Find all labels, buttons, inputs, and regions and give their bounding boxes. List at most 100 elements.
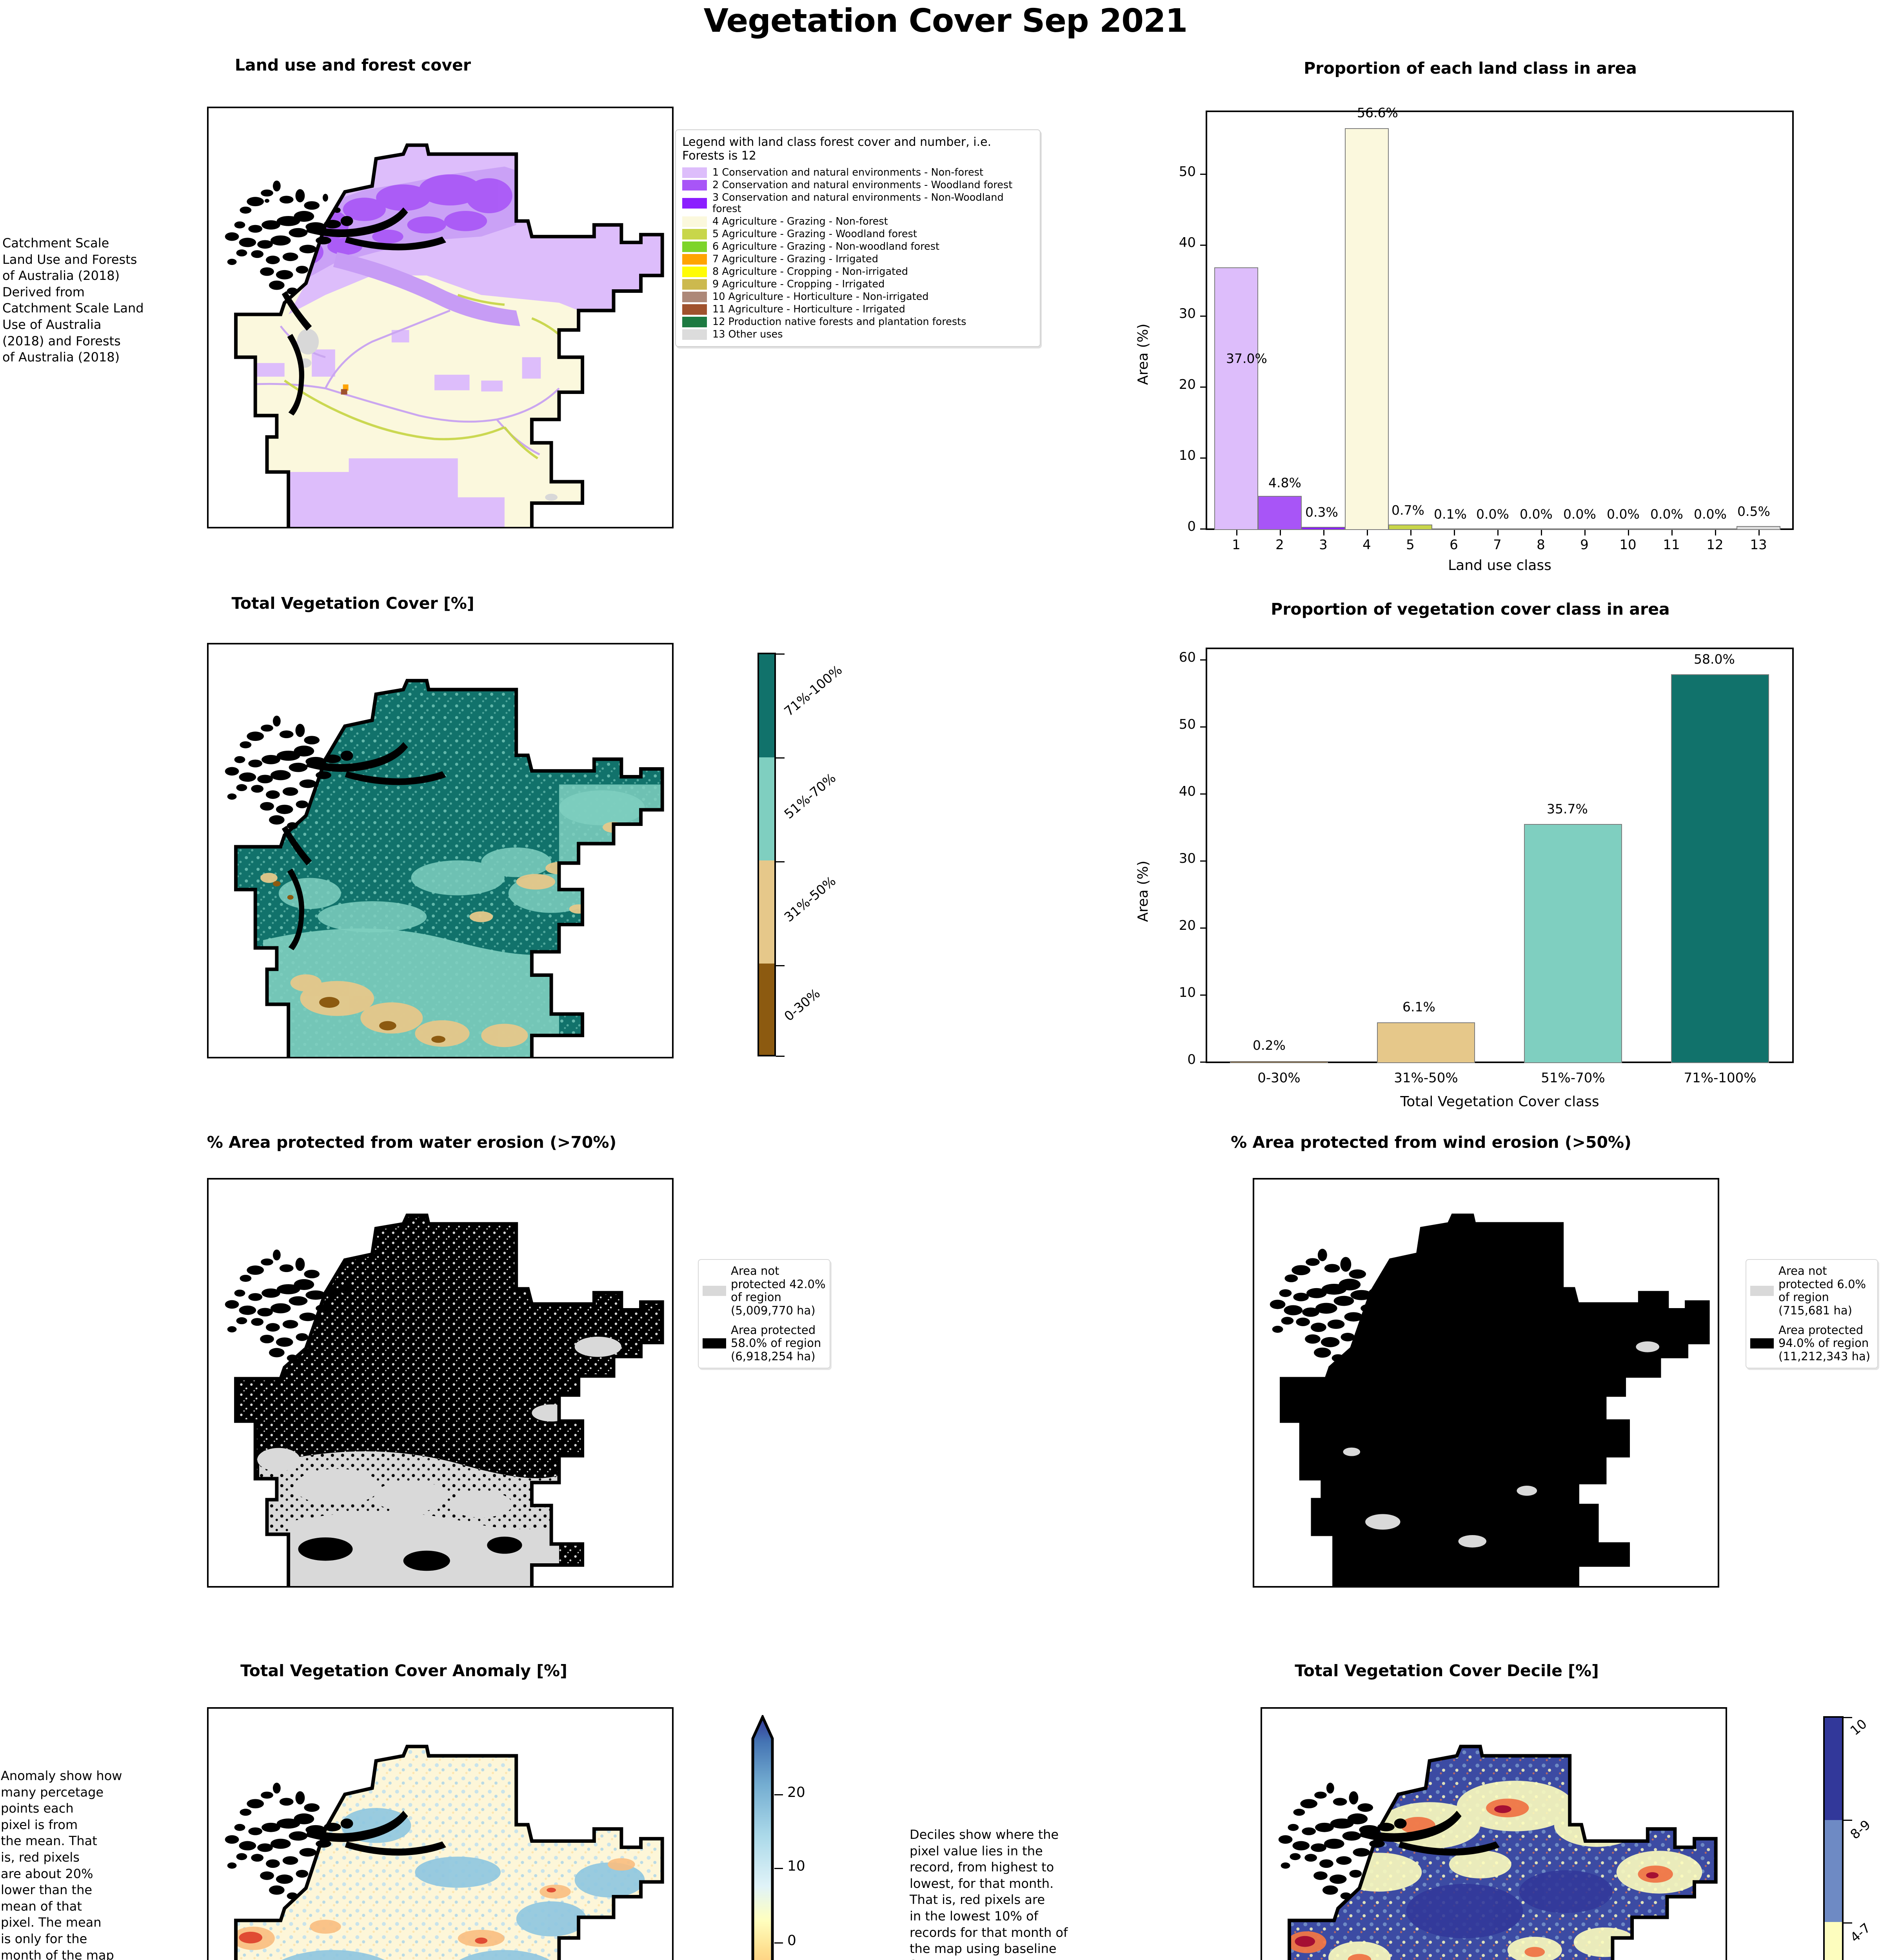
bar-3	[1301, 527, 1345, 530]
y-tick	[1200, 457, 1206, 459]
chart-axes-frame	[1206, 648, 1794, 1063]
land-class-legend: Legend with land class forest cover and …	[675, 129, 1041, 347]
legend-item: 6 Agriculture - Grazing - Non-woodland f…	[682, 241, 1034, 252]
wind-erosion-map-graphic	[1270, 1213, 1710, 1586]
veg-cover-colorbar	[757, 653, 776, 1056]
bar-13	[1737, 526, 1780, 530]
legend-item: 11 Agriculture - Horticulture - Irrigate…	[682, 304, 1034, 315]
x-tick	[1541, 530, 1542, 535]
anomaly-map[interactable]	[207, 1707, 674, 1960]
legend-swatch	[682, 279, 707, 290]
total-veg-panel-title: Total Vegetation Cover [%]	[231, 594, 474, 613]
cbar-segment-31-50	[759, 860, 774, 964]
y-axis-label: Area (%)	[1135, 323, 1151, 385]
legend-swatch	[682, 317, 707, 328]
legend-swatch-not-protected	[703, 1286, 726, 1296]
y-tick	[1200, 995, 1206, 996]
legend-item: Area not protected 6.0% of region (715,6…	[1750, 1264, 1873, 1318]
legend-swatch-protected	[703, 1338, 726, 1348]
cbar-segment-0-30	[759, 964, 774, 1055]
legend-item: 2 Conservation and natural environments …	[682, 179, 1034, 191]
cbar-tick	[776, 861, 785, 862]
anomaly-note: Anomaly show how many percetage points e…	[1, 1768, 122, 1960]
legend-item: 5 Agriculture - Grazing - Woodland fores…	[682, 228, 1034, 240]
x-tick	[1671, 530, 1673, 535]
legend-item: 7 Agriculture - Grazing - Irrigated	[682, 253, 1034, 265]
legend-item: Area protected 58.0% of region (6,918,25…	[703, 1323, 826, 1363]
wind-erosion-map[interactable]	[1253, 1178, 1719, 1588]
anomaly-colorbar-graphic	[751, 1713, 774, 1960]
land-class-chart-title: Proportion of each land class in area	[1304, 59, 1637, 78]
x-tick	[1584, 530, 1586, 535]
bar-5	[1388, 524, 1432, 530]
chart-axes-frame	[1206, 111, 1794, 530]
legend-swatch	[682, 167, 707, 178]
y-tick	[1200, 174, 1206, 175]
decile-colorbar	[1823, 1716, 1844, 1960]
y-tick	[1200, 927, 1206, 929]
x-tick	[1758, 530, 1760, 535]
cbar-segment-51-70	[759, 757, 774, 861]
y-tick	[1200, 860, 1206, 862]
cbar-tick	[776, 653, 785, 655]
cbar-tick	[774, 1942, 783, 1944]
veg-class-bar-chart: 0 10 20 30 40 50 60 Area (%) 0.2% 6.1% 3…	[1135, 648, 1794, 1110]
legend-swatch	[682, 216, 707, 227]
decile-map[interactable]	[1261, 1707, 1727, 1960]
anomaly-colorbar	[751, 1713, 774, 1960]
land-use-map-graphic	[225, 143, 664, 527]
decile-map-graphic	[1278, 1744, 1718, 1960]
cbar-tick	[1844, 1922, 1852, 1924]
cbar-segment-71-100	[759, 654, 774, 758]
decile-panel-title: Total Vegetation Cover Decile [%]	[1295, 1661, 1599, 1680]
legend-swatch	[682, 304, 707, 315]
bar-2	[1258, 496, 1302, 530]
y-axis-label: Area (%)	[1135, 860, 1151, 922]
water-erosion-panel-title: % Area protected from water erosion (>70…	[207, 1133, 617, 1152]
legend-swatch	[682, 198, 707, 209]
x-tick	[1628, 530, 1629, 535]
land-use-panel-title: Land use and forest cover	[234, 56, 471, 74]
legend-item: 1 Conservation and natural environments …	[682, 167, 1034, 178]
land-use-map[interactable]	[207, 107, 674, 528]
bar-0-30	[1230, 1061, 1328, 1063]
x-axis-label: Land use class	[1448, 557, 1551, 573]
source-note: Catchment Scale Land Use and Forests of …	[2, 236, 144, 365]
water-erosion-map[interactable]	[207, 1178, 674, 1588]
legend-item: Area protected 94.0% of region (11,212,3…	[1750, 1323, 1873, 1363]
wind-erosion-panel-title: % Area protected from wind erosion (>50%…	[1231, 1133, 1631, 1152]
legend-swatch	[682, 267, 707, 278]
legend-swatch-protected	[1750, 1338, 1774, 1348]
x-tick	[1323, 530, 1324, 535]
cbar-tick	[776, 965, 785, 966]
legend-item: 4 Agriculture - Grazing - Non-forest	[682, 216, 1034, 227]
cbar-segment-10	[1825, 1718, 1842, 1820]
cbar-tick	[1844, 1820, 1852, 1821]
legend-item: 8 Agriculture - Cropping - Non-irrigated	[682, 266, 1034, 278]
wind-erosion-legend: Area not protected 6.0% of region (715,6…	[1746, 1259, 1878, 1369]
cbar-tick	[776, 757, 785, 759]
bar-31-50	[1377, 1022, 1475, 1063]
total-veg-cover-map[interactable]	[207, 643, 674, 1058]
cbar-tick	[1844, 1717, 1852, 1718]
x-tick	[1497, 530, 1499, 535]
legend-item: 13 Other uses	[682, 329, 1034, 340]
legend-item: 3 Conservation and natural environments …	[682, 192, 1034, 215]
anomaly-panel-title: Total Vegetation Cover Anomaly [%]	[240, 1661, 567, 1680]
land-class-legend-title: Legend with land class forest cover and …	[682, 135, 992, 163]
y-tick	[1200, 528, 1206, 530]
decile-note: Deciles show where the pixel value lies …	[910, 1827, 1068, 1960]
y-tick	[1200, 387, 1206, 388]
legend-swatch	[682, 329, 707, 340]
x-axis-label: Total Vegetation Cover class	[1400, 1094, 1599, 1110]
veg-class-chart-title: Proportion of vegetation cover class in …	[1271, 600, 1670, 619]
y-tick	[1200, 726, 1206, 728]
x-tick	[1715, 530, 1716, 535]
legend-swatch	[682, 180, 707, 191]
y-tick	[1200, 316, 1206, 317]
land-class-bar-chart: 0 10 20 30 40 50 Area (%) 37.0% 4.8% 0.3…	[1135, 105, 1794, 573]
bar-51-70	[1524, 824, 1622, 1063]
x-tick	[1280, 530, 1281, 535]
cbar-tick	[776, 1056, 785, 1057]
cbar-tick	[774, 1868, 783, 1869]
